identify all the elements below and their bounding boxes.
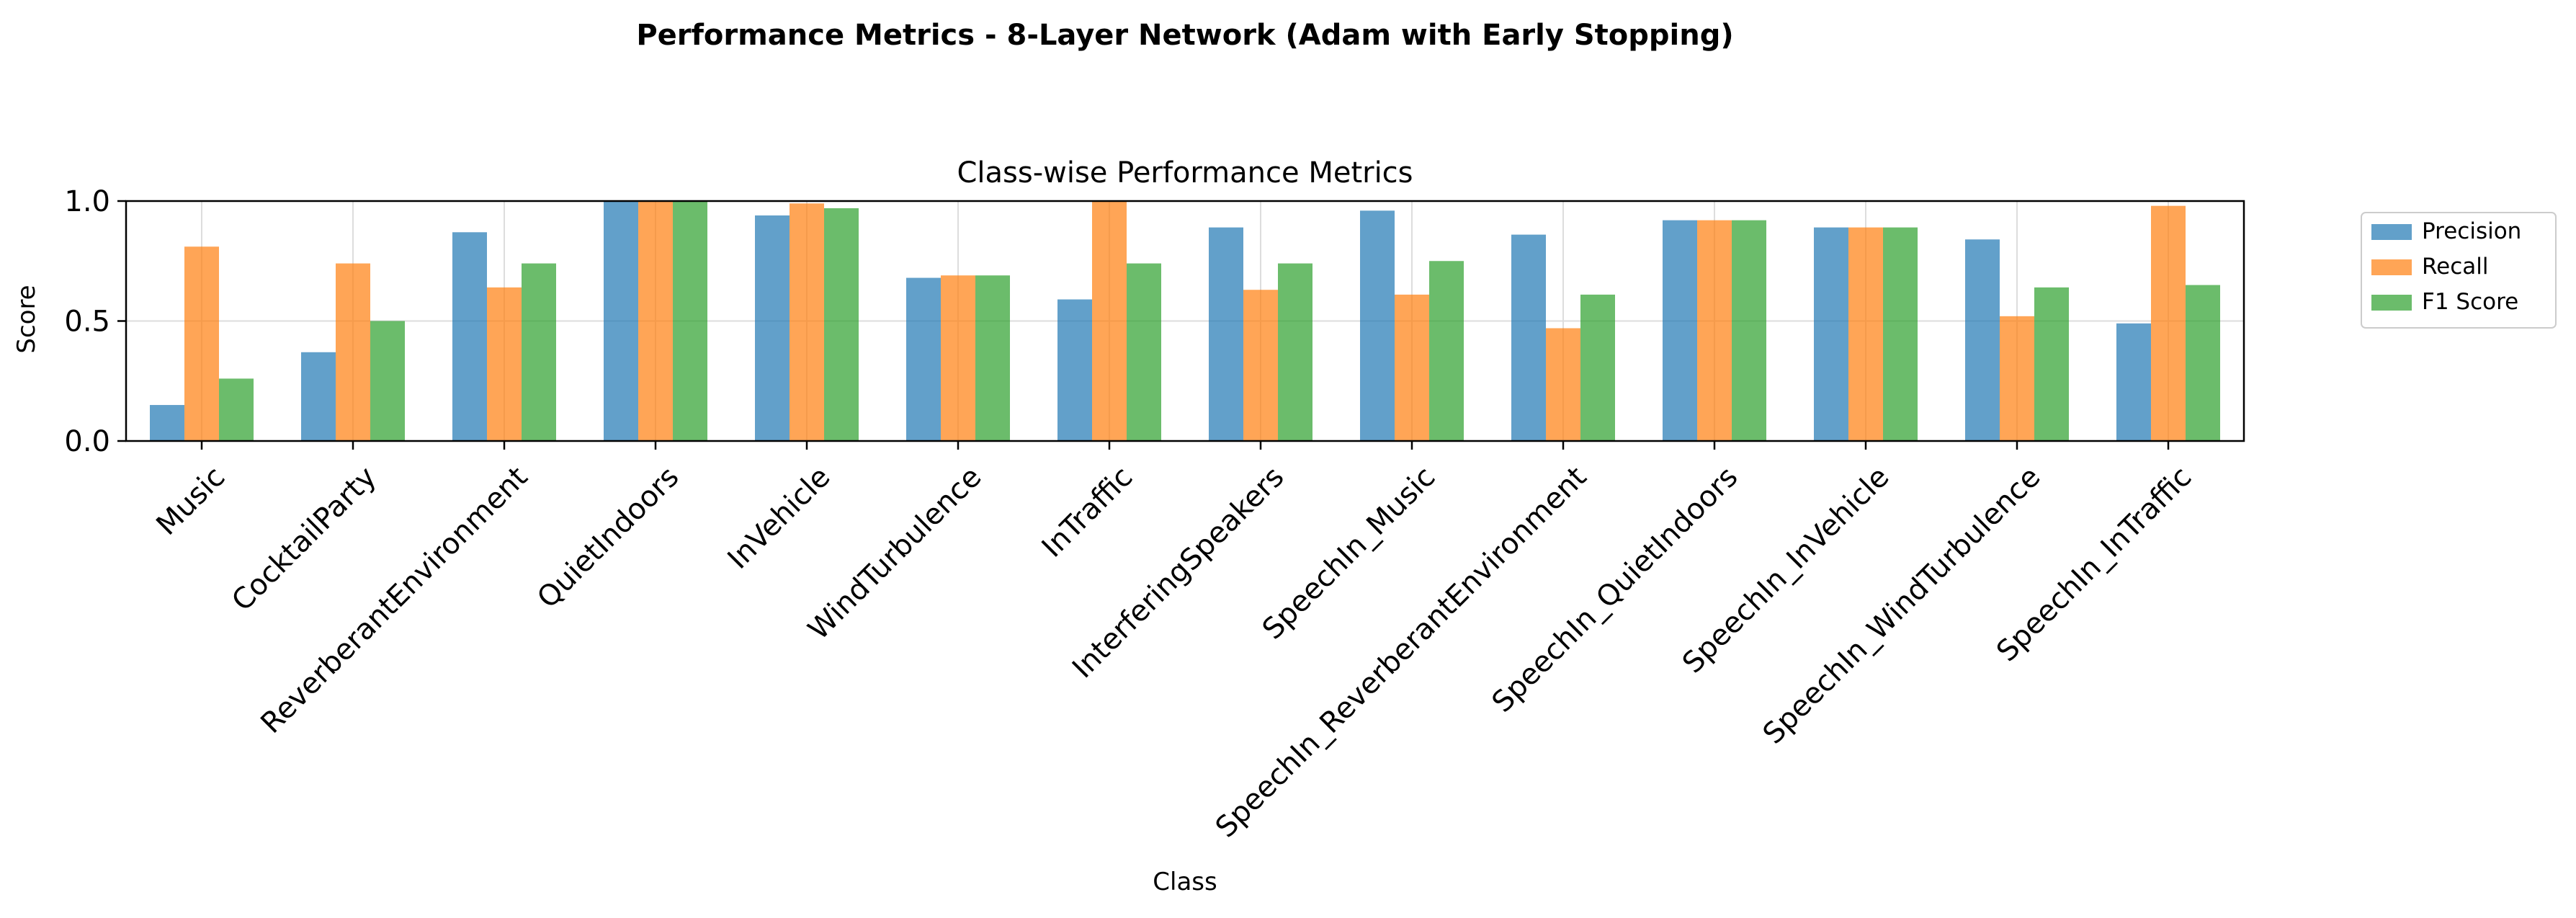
bar-f1-score-speechin_reverberantenvironment <box>1580 294 1615 441</box>
bar-precision-cocktailparty <box>301 352 336 441</box>
y-axis: 0.0 0.5 1.0 <box>64 185 126 458</box>
bar-recall-reverberantenvironment <box>487 287 522 441</box>
bar-f1-score-reverberantenvironment <box>522 263 556 441</box>
x-tick-label: QuietIndoors <box>531 460 685 615</box>
bar-recall-music <box>184 246 219 441</box>
bar-precision-speechin_reverberantenvironment <box>1511 234 1546 441</box>
bar-recall-invehicle <box>790 203 824 441</box>
x-tick-label: ReverberantEnvironment <box>254 460 534 740</box>
legend-swatch <box>2371 259 2412 275</box>
legend-swatch <box>2371 224 2412 240</box>
legend-label: Recall <box>2422 254 2489 280</box>
x-axis-label: Class <box>1153 868 1217 896</box>
legend-swatch <box>2371 295 2412 311</box>
bar-precision-interferingspeakers <box>1209 227 1243 441</box>
bar-recall-windturbulence <box>941 275 975 441</box>
bar-recall-speechin_music <box>1395 294 1429 441</box>
bar-recall-interferingspeakers <box>1243 290 1278 441</box>
bar-precision-speechin_music <box>1360 210 1395 441</box>
x-tick-label: SpeechIn_WindTurbulence <box>1757 460 2047 751</box>
bar-f1-score-interferingspeakers <box>1278 263 1312 441</box>
bars-group <box>150 201 2220 441</box>
bar-f1-score-windturbulence <box>975 275 1010 441</box>
x-tick-label: InVehicle <box>721 460 836 576</box>
legend: Precision Recall F1 Score <box>2361 212 2557 329</box>
bar-f1-score-intraffic <box>1127 263 1161 441</box>
bar-precision-speechin_windturbulence <box>1965 239 2000 441</box>
bar-f1-score-speechin_intraffic <box>2186 285 2220 441</box>
x-axis: MusicCocktailPartyReverberantEnvironment… <box>150 441 2198 845</box>
bar-recall-speechin_windturbulence <box>2000 316 2034 441</box>
y-tick-label: 0.0 <box>64 425 110 458</box>
grid-lines <box>126 200 2244 442</box>
bar-precision-reverberantenvironment <box>452 232 487 441</box>
y-axis-label: Score <box>12 285 41 353</box>
bar-f1-score-speechin_windturbulence <box>2034 287 2069 441</box>
bar-precision-quietindoors <box>604 201 638 441</box>
bar-recall-speechin_intraffic <box>2151 205 2186 441</box>
bar-f1-score-speechin_quietindoors <box>1732 220 1766 441</box>
legend-label: Precision <box>2422 218 2521 244</box>
x-tick-label: InTraffic <box>1036 460 1140 564</box>
bar-f1-score-speechin_music <box>1429 261 1464 441</box>
bar-recall-cocktailparty <box>336 263 370 441</box>
y-tick-label: 0.5 <box>64 306 110 339</box>
bar-f1-score-cocktailparty <box>370 321 405 441</box>
x-tick-label: SpeechIn_QuietIndoors <box>1486 460 1745 719</box>
bar-f1-score-quietindoors <box>673 201 707 441</box>
bar-precision-speechin_quietindoors <box>1663 220 1697 441</box>
bar-recall-speechin_invehicle <box>1848 227 1883 441</box>
bar-f1-score-music <box>219 378 254 441</box>
bar-recall-intraffic <box>1092 201 1127 441</box>
bar-f1-score-speechin_invehicle <box>1883 227 1918 441</box>
bar-precision-intraffic <box>1057 299 1092 441</box>
bar-precision-speechin_intraffic <box>2116 323 2151 441</box>
bar-precision-windturbulence <box>906 277 941 441</box>
legend-label: F1 Score <box>2422 289 2518 315</box>
x-tick-label: Music <box>150 460 231 542</box>
bar-precision-music <box>150 405 184 441</box>
axes-title: Class-wise Performance Metrics <box>957 156 1413 190</box>
bar-precision-invehicle <box>755 215 790 441</box>
y-tick-label: 1.0 <box>64 185 110 218</box>
bar-recall-quietindoors <box>638 201 673 441</box>
chart-suptitle: Performance Metrics - 8-Layer Network (A… <box>636 19 1733 52</box>
x-tick-label: CocktailParty <box>225 460 383 618</box>
bar-recall-speechin_quietindoors <box>1697 220 1732 441</box>
bar-f1-score-invehicle <box>824 208 859 441</box>
bar-precision-speechin_invehicle <box>1814 227 1848 441</box>
bar-recall-speechin_reverberantenvironment <box>1546 328 1580 441</box>
